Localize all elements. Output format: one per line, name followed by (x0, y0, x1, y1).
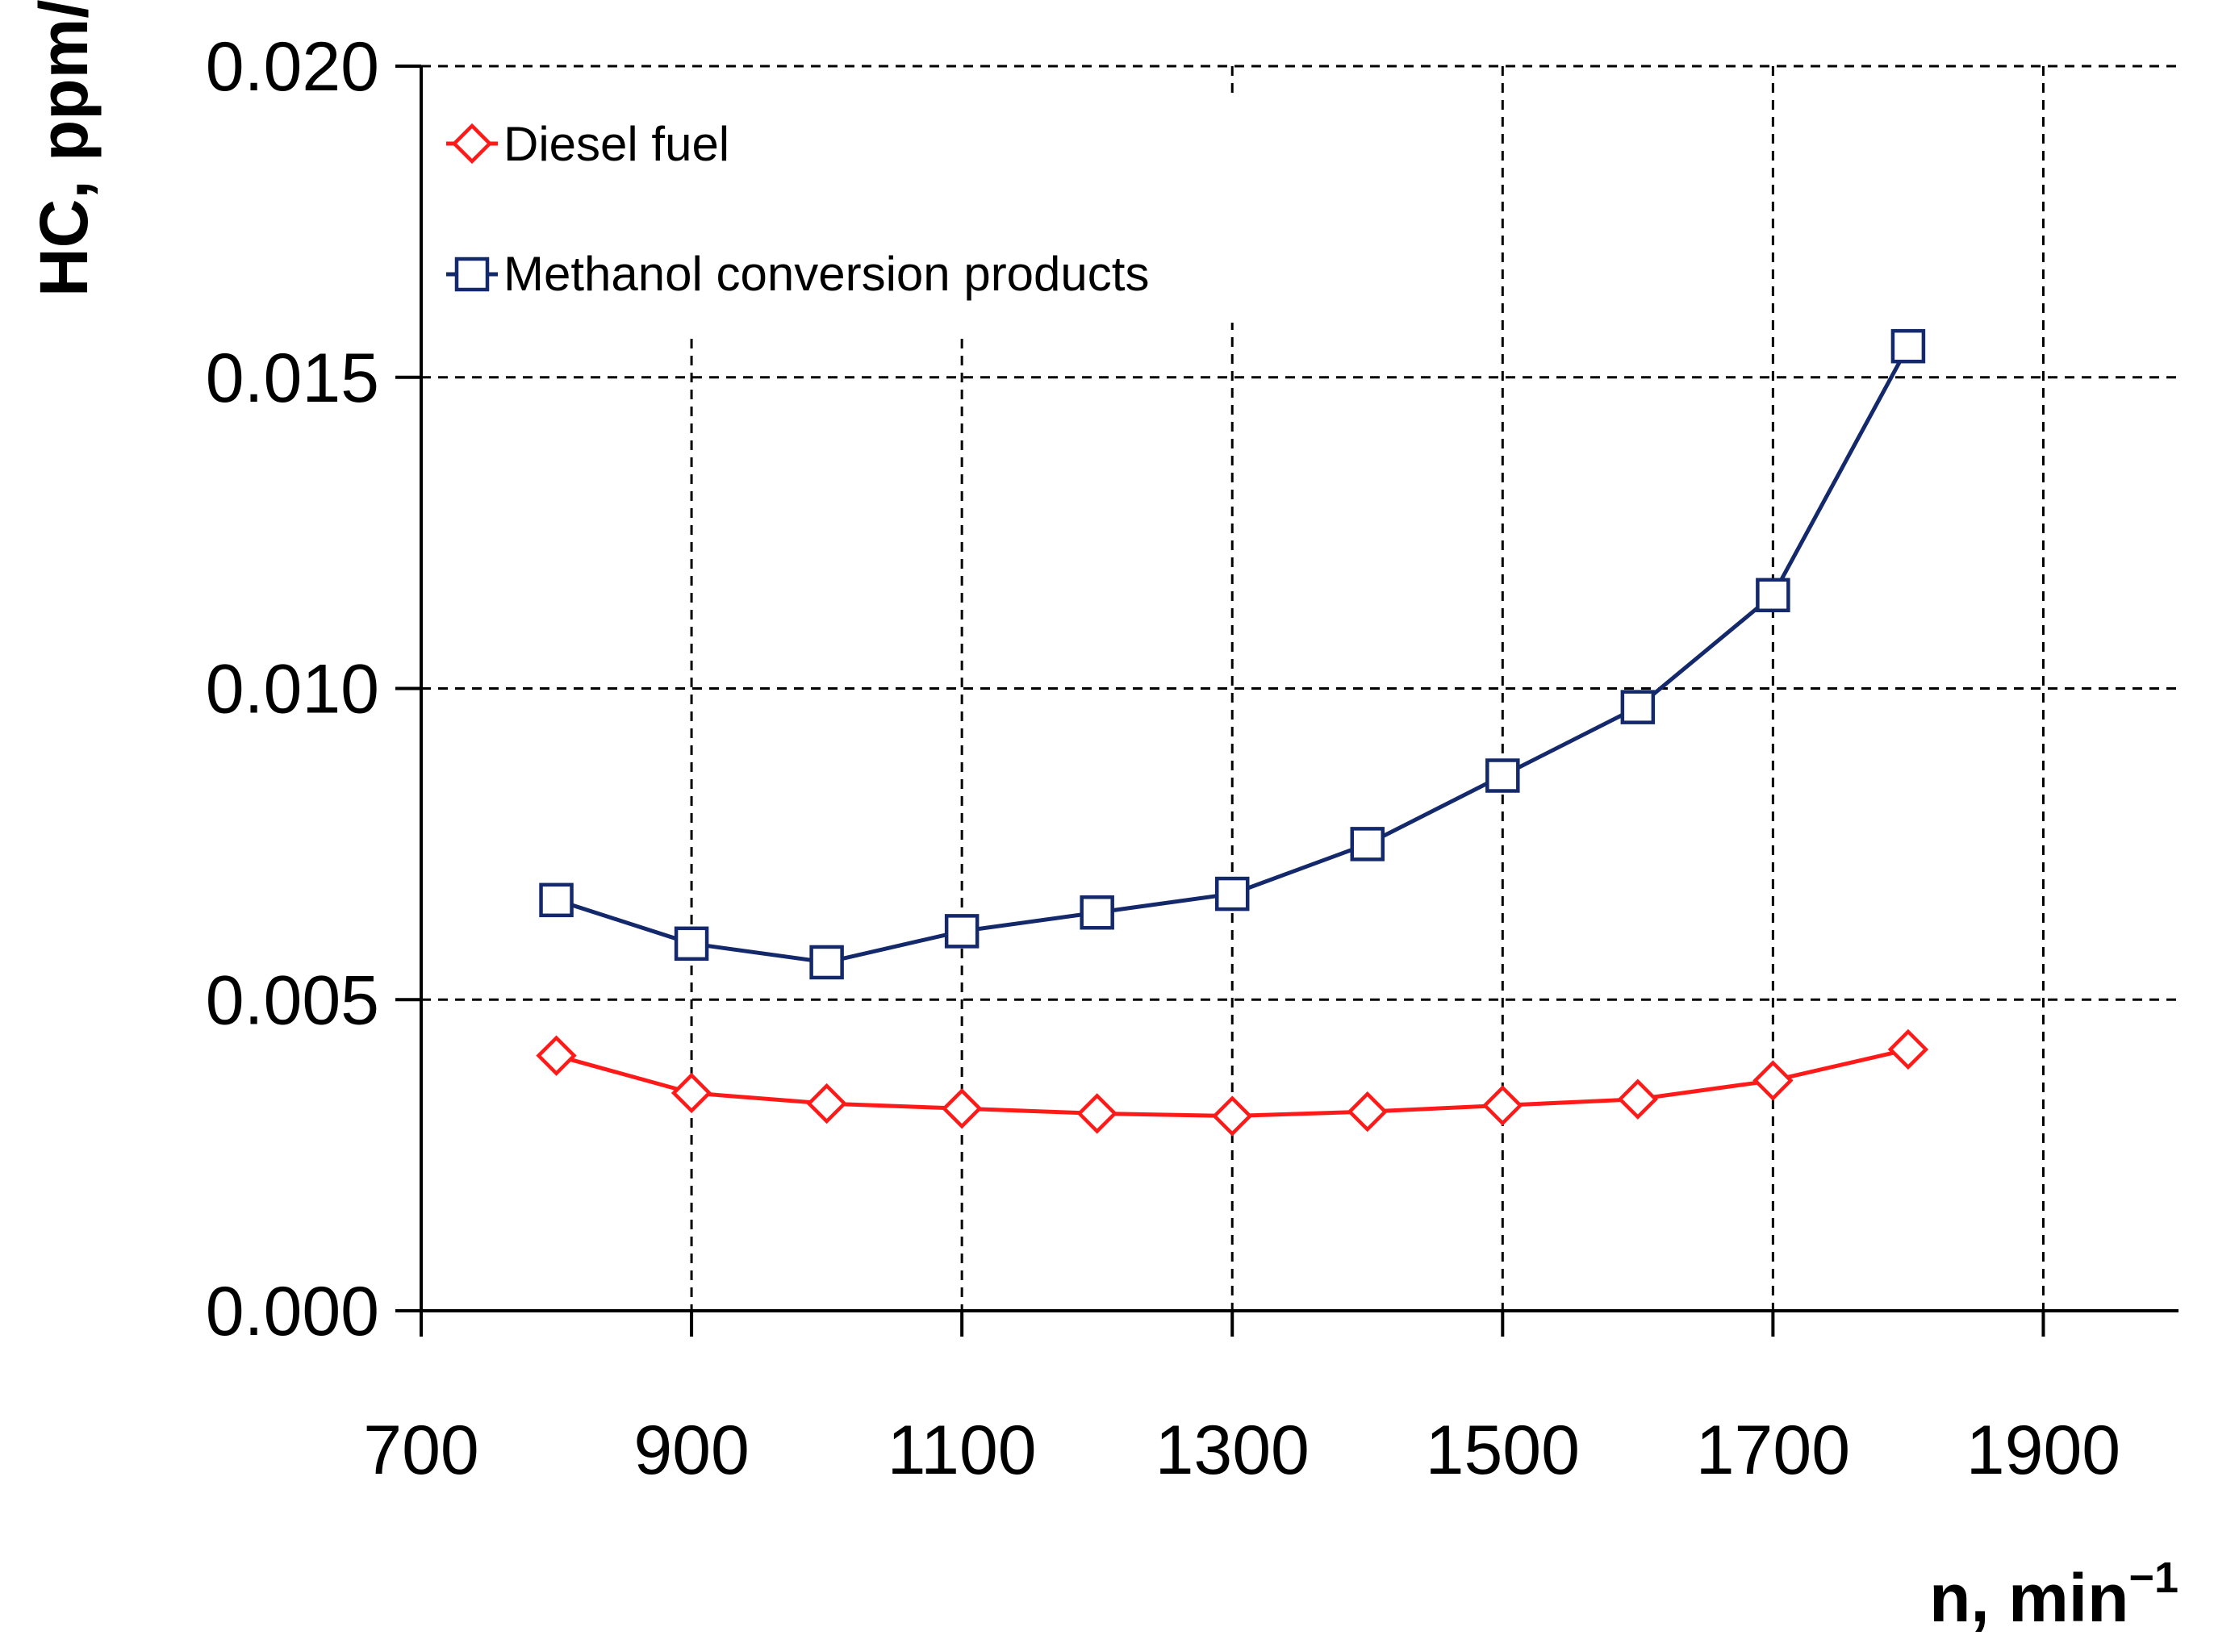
y-tick-label-0: 0.000 (206, 1273, 379, 1350)
data-point-diesel-1000 (806, 1083, 847, 1124)
data-point-methanol-900 (674, 926, 709, 962)
legend-marker-methanol (454, 257, 490, 292)
x-tick-label-6: 1900 (1966, 1412, 2120, 1489)
x-tick-label-1: 900 (633, 1412, 750, 1489)
data-point-methanol-1700 (1756, 578, 1790, 613)
data-point-diesel-1100 (941, 1088, 983, 1129)
y-axis-title: HC, ppm/kW (26, 0, 102, 297)
x-tick-label-3: 1300 (1155, 1412, 1310, 1489)
legend-marker-diesel (451, 123, 493, 165)
tick-labels: 0.000 0.005 0.010 0.015 0.020 700 900 1100 1300 1… (206, 28, 2120, 1489)
legend-label-methanol: Methanol conversion products (503, 247, 1149, 301)
data-point-diesel-1300 (1212, 1095, 1253, 1137)
y-tick-label-4: 0.020 (206, 28, 379, 106)
data-point-diesel-900 (670, 1072, 712, 1114)
x-tick-label-0: 700 (363, 1412, 479, 1489)
data-point-methanol-800 (539, 882, 574, 918)
y-tick-label-2: 0.010 (206, 651, 379, 728)
data-point-diesel-1400 (1347, 1091, 1388, 1133)
data-point-diesel-1500 (1482, 1085, 1523, 1126)
data-point-methanol-1500 (1485, 758, 1520, 793)
x-axis-title-main: n, min (1929, 1560, 2128, 1636)
legend: Diesel fuel Methanol conversion products (446, 117, 1149, 301)
axes (395, 65, 2178, 1337)
data-point-diesel-1800 (1887, 1028, 1929, 1070)
data-point-methanol-1000 (809, 945, 844, 980)
x-axis-title: n, min−1 (1929, 1554, 2178, 1636)
data-series (536, 328, 1929, 1137)
data-point-methanol-1200 (1080, 895, 1114, 930)
data-point-methanol-1300 (1214, 876, 1250, 912)
data-point-methanol-1800 (1890, 328, 1926, 364)
x-axis-title-exponent: −1 (2128, 1554, 2178, 1602)
legend-label-diesel: Diesel fuel (503, 117, 729, 171)
legend-background (436, 97, 1243, 323)
grid (421, 65, 2178, 1311)
x-tick-label-5: 1700 (1696, 1412, 1850, 1489)
data-point-diesel-1200 (1076, 1093, 1117, 1134)
data-point-methanol-1600 (1620, 690, 1656, 724)
data-point-methanol-1400 (1350, 827, 1385, 861)
y-tick-label-1: 0.005 (206, 962, 379, 1039)
data-point-diesel-800 (536, 1035, 577, 1076)
data-point-diesel-1700 (1752, 1060, 1794, 1101)
data-point-methanol-1100 (944, 914, 980, 949)
x-tick-label-2: 1100 (888, 1412, 1037, 1489)
y-tick-label-3: 0.015 (206, 340, 379, 417)
data-point-diesel-1600 (1617, 1078, 1659, 1120)
x-tick-label-4: 1500 (1426, 1412, 1580, 1489)
